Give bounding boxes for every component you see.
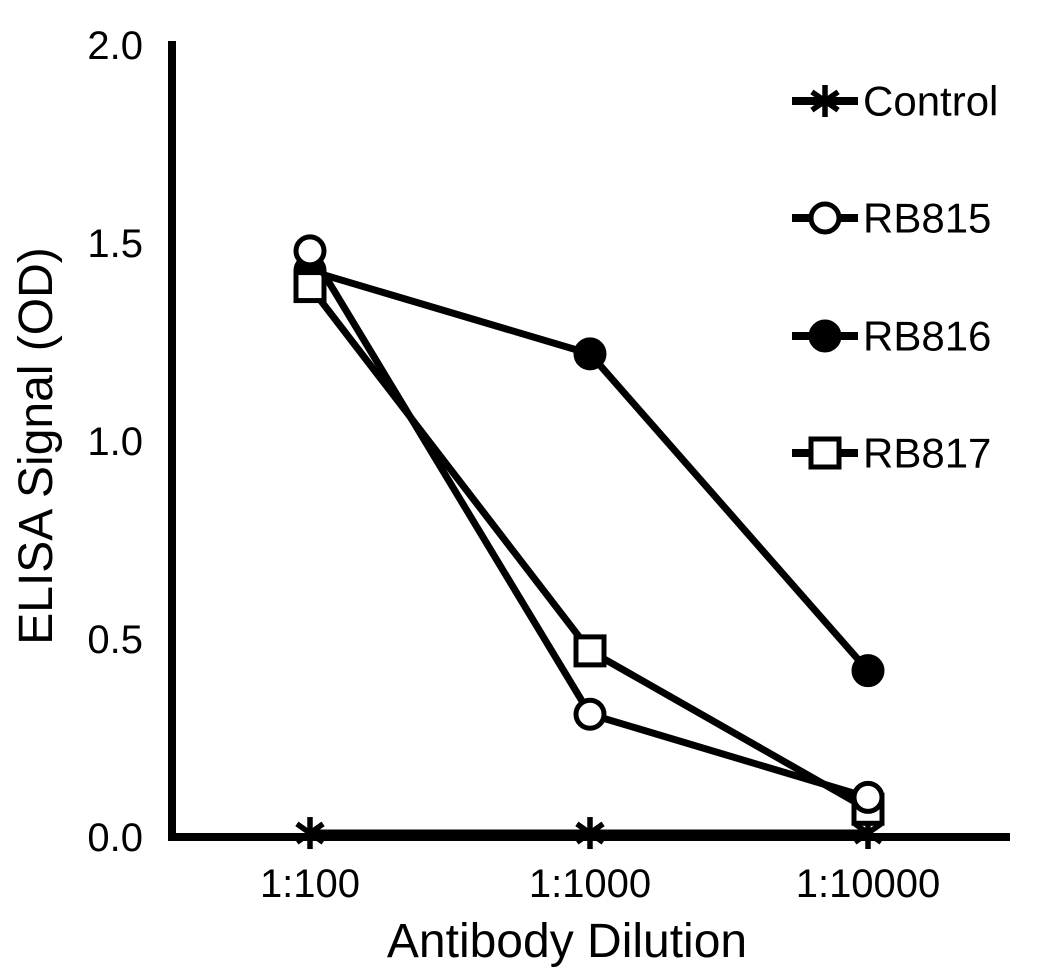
square-marker-shape xyxy=(293,270,327,304)
square-marker-shape xyxy=(573,634,607,668)
circle-open-marker-shape xyxy=(808,201,842,235)
square-marker-shape xyxy=(808,436,842,470)
marker-asterisk xyxy=(810,85,840,117)
y-tick-label: 0.5 xyxy=(87,618,143,662)
y-tick-label: 2.0 xyxy=(87,24,143,68)
asterisk-spoke xyxy=(575,821,605,845)
series-rb816 xyxy=(293,254,885,688)
marker-circle-open xyxy=(851,780,885,814)
legend-swatch-rb816 xyxy=(792,319,858,353)
marker-circle-open xyxy=(808,201,842,235)
circle-filled-marker-shape xyxy=(851,654,885,688)
y-axis-title: ELISA Signal (OD) xyxy=(10,247,63,645)
series-rb815 xyxy=(293,234,885,814)
marker-circle-filled xyxy=(808,319,842,353)
y-tick-label: 0.0 xyxy=(87,816,143,860)
y-tick-label: 1.0 xyxy=(87,420,143,464)
marker-asterisk xyxy=(575,817,605,850)
x-tick-label: 1:1000 xyxy=(529,862,651,906)
legend-label-control: Control xyxy=(863,78,998,125)
marker-square-open xyxy=(808,436,842,470)
circle-filled-marker-shape xyxy=(808,319,842,353)
asterisk-spoke xyxy=(295,821,325,845)
marker-circle-open xyxy=(293,234,327,268)
marker-circle-open xyxy=(573,697,607,731)
legend-swatch-control xyxy=(792,85,858,117)
legend-label-rb816: RB816 xyxy=(863,313,991,360)
x-tick-label: 1:100 xyxy=(260,862,360,906)
marker-asterisk xyxy=(295,817,325,850)
legend: Control RB815 RB816 RB817 xyxy=(863,78,998,477)
circle-open-marker-shape xyxy=(293,234,327,268)
x-tick-label: 1:10000 xyxy=(796,862,941,906)
series-control xyxy=(295,817,883,850)
circle-open-marker-shape xyxy=(851,780,885,814)
marker-square-open xyxy=(293,270,327,304)
plot-area xyxy=(168,41,1010,850)
asterisk-spoke xyxy=(810,89,840,113)
legend-swatch-rb815 xyxy=(792,201,858,235)
legend-label-rb815: RB815 xyxy=(863,195,991,242)
circle-filled-marker-shape xyxy=(573,337,607,371)
series-line-rb816 xyxy=(309,267,871,673)
legend-label-rb817: RB817 xyxy=(863,430,991,477)
legend-swatch-rb817 xyxy=(792,436,858,470)
asterisk-spoke xyxy=(853,821,883,845)
y-tick-label: 1.5 xyxy=(87,222,143,266)
x-axis-title: Antibody Dilution xyxy=(387,915,747,968)
marker-circle-filled xyxy=(851,654,885,688)
marker-square-open xyxy=(573,634,607,668)
circle-open-marker-shape xyxy=(573,697,607,731)
marker-circle-filled xyxy=(573,337,607,371)
